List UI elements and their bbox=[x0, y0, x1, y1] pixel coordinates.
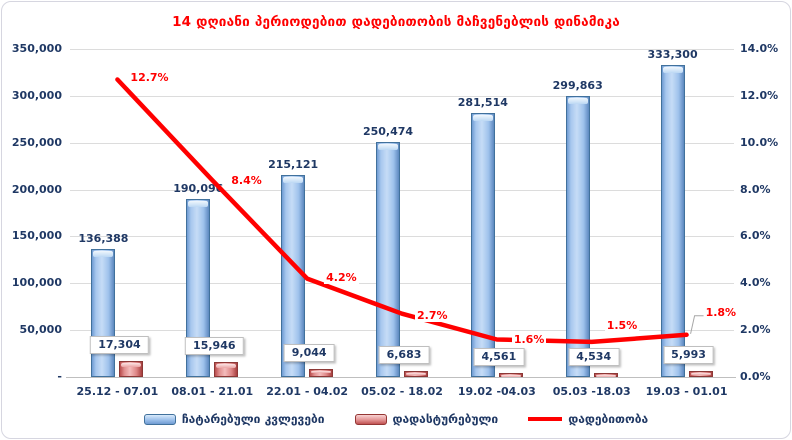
bar-value-label: 250,474 bbox=[362, 125, 414, 139]
bar-tests bbox=[565, 95, 590, 377]
y-axis-tick-left: 200,000 bbox=[11, 182, 62, 196]
y-axis-tick-left: 50,000 bbox=[19, 323, 62, 337]
legend-swatch-positivity-line-icon bbox=[528, 417, 563, 421]
x-axis-label: 25.12 - 07.01 bbox=[76, 385, 159, 398]
y-axis-tick-right: 12.0% bbox=[740, 88, 779, 102]
bar-confirmed bbox=[119, 360, 144, 377]
bar-tests bbox=[376, 142, 400, 377]
x-axis-label: 08.01 - 21.01 bbox=[171, 385, 254, 398]
gridline bbox=[70, 283, 734, 285]
line-value-label: 12.7% bbox=[128, 71, 171, 85]
gridline bbox=[70, 95, 734, 97]
y-axis-tick-right: 14.0% bbox=[740, 42, 779, 55]
y-axis-tick-left: 150,000 bbox=[11, 229, 62, 243]
line-value-label: 1.5% bbox=[604, 318, 640, 332]
legend-swatch-tests-icon bbox=[143, 413, 176, 425]
legend-label-confirmed: დადასტურებული bbox=[392, 412, 499, 426]
y-axis-tick-right: 0.0% bbox=[740, 370, 771, 383]
bar-confirmed bbox=[688, 371, 713, 377]
legend-item-positivity: დადებითობა bbox=[528, 412, 648, 426]
legend-item-tests: ჩატარებული კვლევები bbox=[143, 412, 325, 426]
bar-value-label-boxed: 4,534 bbox=[568, 347, 620, 366]
legend-swatch-confirmed-icon bbox=[354, 413, 387, 425]
x-axis-label: 05.02 - 18.02 bbox=[361, 385, 443, 398]
y-axis-tick-left: - bbox=[57, 370, 62, 383]
gridline bbox=[70, 142, 734, 144]
y-axis-tick-left: 250,000 bbox=[11, 135, 62, 149]
bar-confirmed bbox=[498, 372, 523, 377]
legend-label-positivity: დადებითობა bbox=[568, 412, 649, 426]
gridline bbox=[66, 377, 736, 378]
line-value-label: 1.6% bbox=[511, 332, 547, 346]
y-axis-tick-right: 6.0% bbox=[740, 229, 771, 243]
bar-value-label: 136,388 bbox=[78, 232, 129, 246]
bar-confirmed bbox=[593, 372, 618, 377]
y-axis-tick-right: 4.0% bbox=[740, 276, 771, 290]
bar-confirmed bbox=[309, 368, 334, 377]
line-value-label: 4.2% bbox=[324, 270, 359, 284]
gridline bbox=[70, 236, 734, 238]
legend-label-tests: ჩატარებული კვლევები bbox=[181, 412, 325, 426]
bar-value-label-boxed: 5,993 bbox=[663, 346, 714, 365]
bar-tests bbox=[91, 249, 116, 377]
bar-confirmed bbox=[404, 370, 428, 377]
line-value-label: 8.4% bbox=[229, 174, 264, 188]
bar-value-label: 333,300 bbox=[647, 47, 698, 61]
y-axis-tick-left: 350,000 bbox=[11, 42, 62, 55]
bar-value-label: 215,121 bbox=[268, 158, 319, 172]
bar-value-label: 281,514 bbox=[457, 96, 508, 110]
bar-tests bbox=[470, 113, 495, 377]
bar-value-label-boxed: 15,946 bbox=[185, 337, 244, 356]
y-axis-tick-left: 300,000 bbox=[11, 88, 62, 102]
line-value-label: 1.8% bbox=[703, 305, 739, 319]
x-axis-label: 19.02 -04.03 bbox=[457, 385, 536, 398]
bar-value-label: 299,863 bbox=[552, 78, 603, 92]
y-axis-tick-right: 2.0% bbox=[740, 323, 771, 337]
y-axis-tick-right: 8.0% bbox=[740, 182, 771, 196]
bar-value-label-boxed: 17,304 bbox=[90, 335, 149, 354]
gridline bbox=[70, 49, 734, 50]
x-axis-label: 22.01 - 04.02 bbox=[266, 385, 349, 398]
bar-value-label-boxed: 6,683 bbox=[378, 345, 430, 364]
y-axis-tick-right: 10.0% bbox=[740, 135, 779, 149]
line-value-label: 2.7% bbox=[415, 308, 450, 322]
bar-value-label-boxed: 4,561 bbox=[473, 347, 525, 366]
bar-confirmed bbox=[214, 362, 239, 377]
legend: ჩატარებული კვლევები დადასტურებული დადები… bbox=[2, 412, 790, 426]
x-axis-label: 19.03 - 01.01 bbox=[645, 385, 728, 398]
bar-tests bbox=[660, 64, 685, 377]
legend-item-confirmed: დადასტურებული bbox=[354, 412, 499, 426]
y-axis-tick-left: 100,000 bbox=[11, 276, 62, 290]
x-axis-label: 05.03 -18.03 bbox=[552, 385, 631, 398]
chart-title: 14 დღიანი პერიოდებით დადებითობის მაჩვენე… bbox=[172, 14, 620, 30]
bar-value-label-boxed: 9,044 bbox=[283, 343, 335, 362]
